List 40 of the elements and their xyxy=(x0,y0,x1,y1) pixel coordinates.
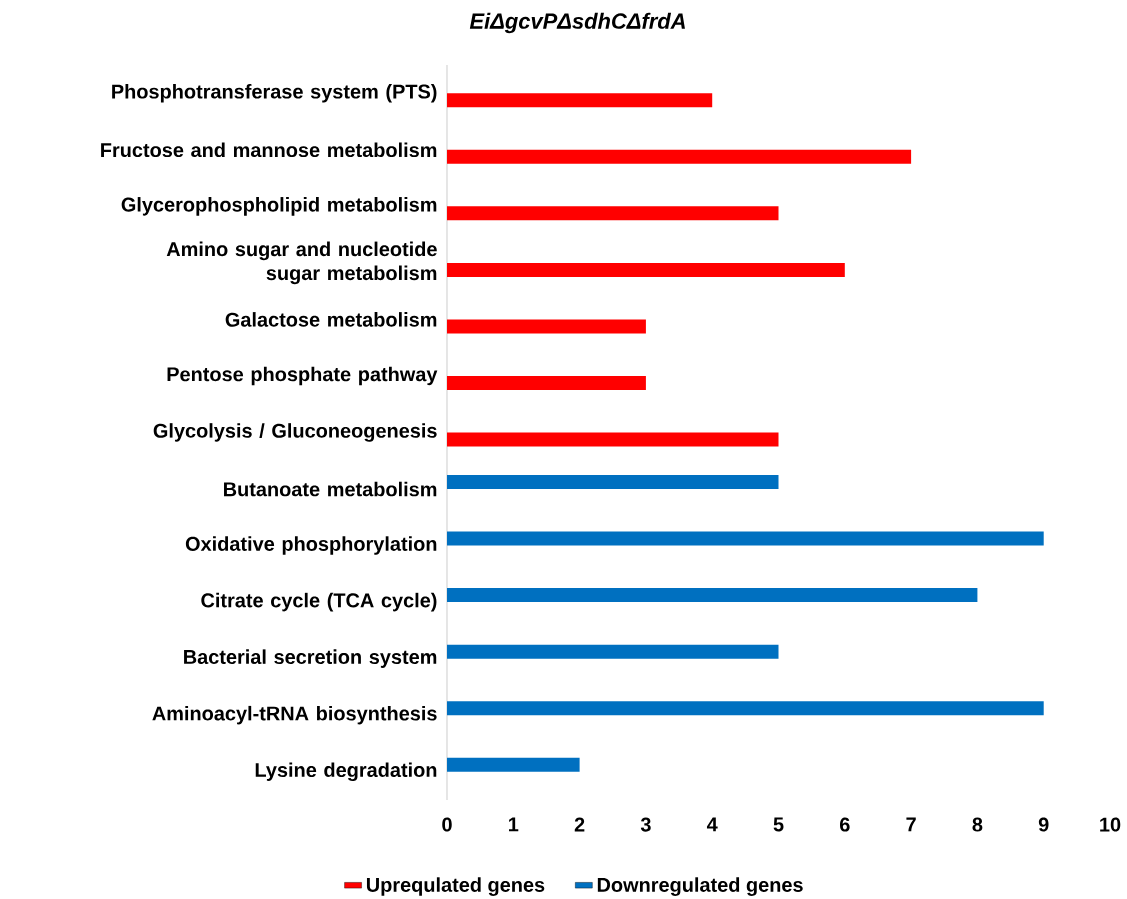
y-tick-label: Phosphotransferase system (PTS) xyxy=(112,83,437,103)
y-tick-label: Pentose phosphate pathway xyxy=(167,366,438,386)
bar xyxy=(447,757,580,772)
bar xyxy=(447,432,779,447)
bar xyxy=(447,206,779,221)
bar xyxy=(447,262,845,277)
bar xyxy=(447,475,779,490)
legend-label: Downregulated genes xyxy=(597,877,803,896)
x-tick-label: 3 xyxy=(640,817,651,832)
x-tick-label: 0 xyxy=(442,817,452,832)
x-tick-label: 5 xyxy=(773,817,784,832)
x-tick-label: 10 xyxy=(1100,817,1121,832)
y-tick-label: Aminoacyl-tRNA biosynthesis xyxy=(152,705,437,725)
x-tick-label: 9 xyxy=(1038,817,1049,832)
y-tick-label: Galactose metabolism xyxy=(225,312,437,327)
y-tick-label: Amino sugar and nucleotide sugar metabolism xyxy=(166,241,437,285)
y-tick-label: Butanoate metabolism xyxy=(224,481,437,497)
x-tick-label: 4 xyxy=(706,817,718,832)
y-tick-label: Lysine degradation xyxy=(255,762,437,782)
bar xyxy=(447,375,646,390)
legend-label: Uprequlated genes xyxy=(366,877,545,896)
x-tick-label: 7 xyxy=(906,817,916,832)
y-tick-label: Glycolysis / Gluconeogenesis xyxy=(153,423,437,442)
bar xyxy=(447,93,713,108)
y-tick-label: Glycerophospholipid metabolism xyxy=(121,197,437,216)
bar xyxy=(447,531,1044,546)
bar xyxy=(447,588,978,603)
bar xyxy=(447,644,779,659)
bar xyxy=(447,701,1044,716)
y-tick-label: Citrate cycle (TCA cycle) xyxy=(201,592,437,612)
bar xyxy=(447,149,912,164)
bar xyxy=(447,319,646,334)
y-tick-label: Bacterial secretion system xyxy=(184,649,437,668)
chart-title: EiΔgcvPΔsdhCΔfrdA xyxy=(469,12,685,34)
y-tick-label: Fructose and mannose metabolism xyxy=(101,142,437,158)
x-tick-label: 1 xyxy=(509,817,519,832)
x-tick-label: 2 xyxy=(574,817,585,832)
x-tick-label: 6 xyxy=(840,817,850,832)
y-tick-label: Oxidative phosphorylation xyxy=(185,536,437,555)
x-tick-label: 8 xyxy=(972,817,983,832)
